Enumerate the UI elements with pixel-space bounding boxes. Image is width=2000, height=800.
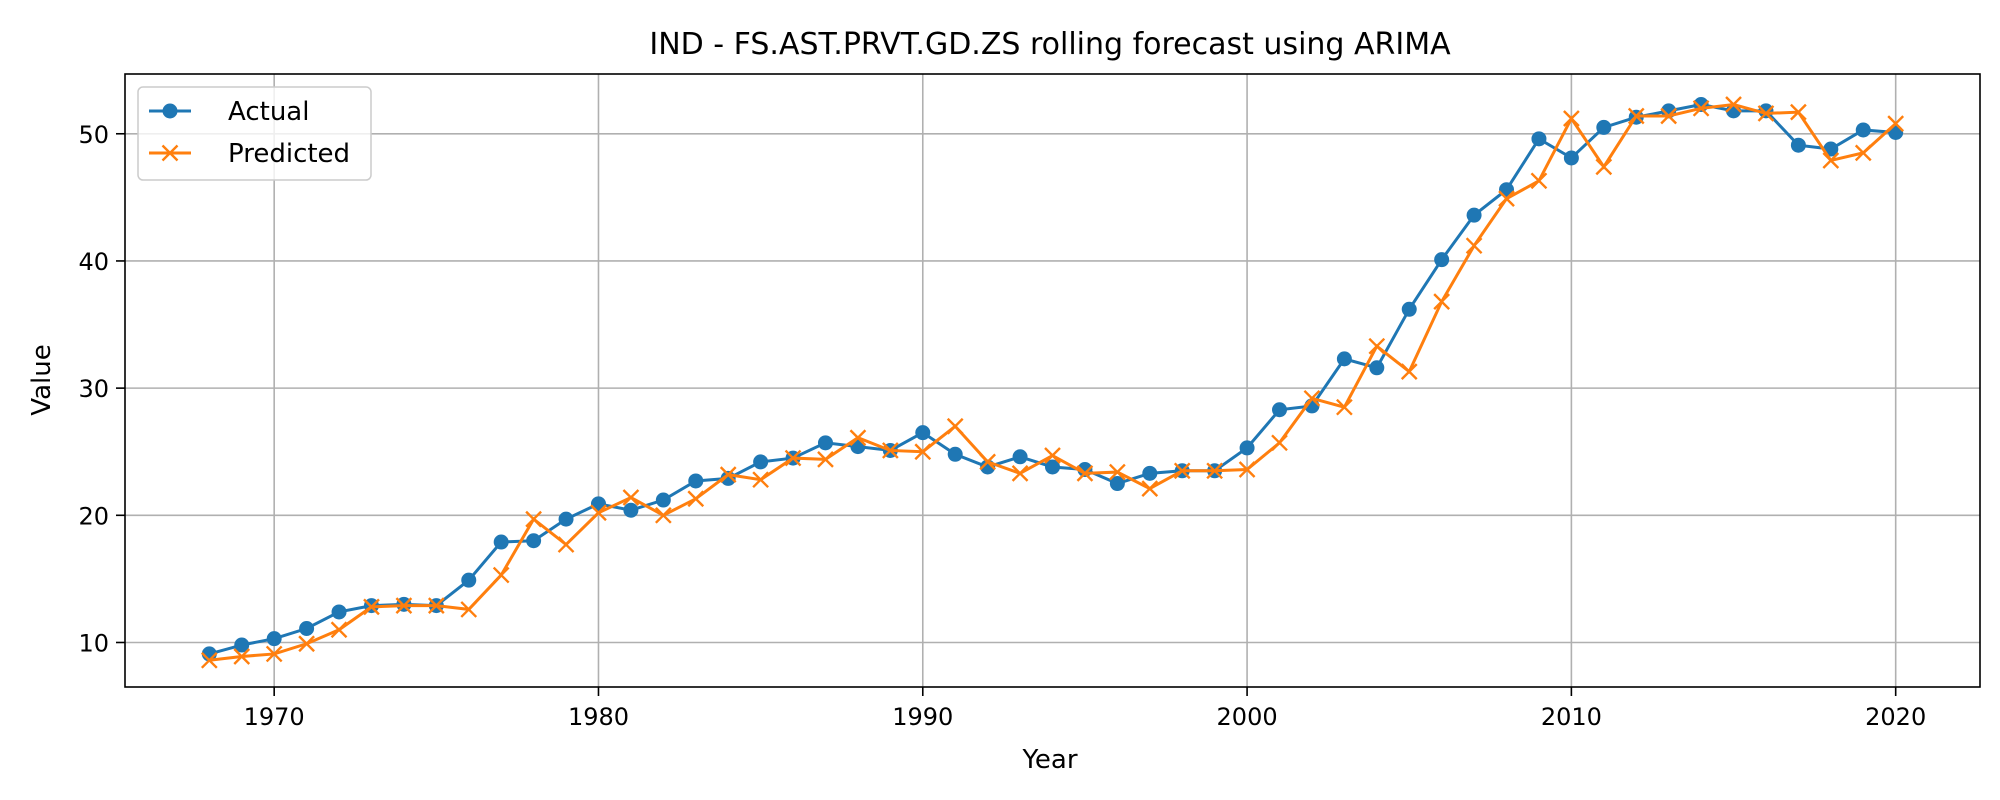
x-tick-label: 2010 bbox=[1541, 703, 1602, 731]
legend-marker-actual bbox=[163, 104, 178, 119]
predicted-point bbox=[948, 419, 963, 434]
actual-series bbox=[202, 97, 1903, 661]
actual-point bbox=[267, 631, 282, 646]
actual-point bbox=[559, 512, 574, 527]
x-tick-label: 2020 bbox=[1865, 703, 1926, 731]
predicted-point bbox=[526, 512, 541, 527]
legend-label-predicted: Predicted bbox=[228, 139, 350, 169]
x-axis-label: Year bbox=[1021, 745, 1077, 775]
predicted-point bbox=[1467, 238, 1482, 253]
x-tick-label: 1970 bbox=[244, 703, 305, 731]
actual-point bbox=[494, 535, 509, 550]
predicted-point bbox=[1434, 294, 1449, 309]
predicted-point bbox=[299, 636, 314, 651]
predicted-point bbox=[1402, 364, 1417, 379]
predicted-point bbox=[332, 622, 347, 637]
actual-point bbox=[623, 503, 638, 518]
predicted-point bbox=[1369, 339, 1384, 354]
actual-point bbox=[1531, 131, 1546, 146]
y-tick-label: 30 bbox=[78, 375, 109, 403]
actual-point bbox=[1240, 440, 1255, 455]
predicted-series bbox=[202, 97, 1903, 668]
y-tick-label: 50 bbox=[78, 121, 109, 149]
actual-point bbox=[1791, 138, 1806, 153]
legend-label-actual: Actual bbox=[228, 97, 309, 127]
predicted-point bbox=[1142, 481, 1157, 496]
predicted-point bbox=[494, 568, 509, 583]
x-tick-label: 1990 bbox=[892, 703, 953, 731]
actual-point bbox=[299, 621, 314, 636]
predicted-point bbox=[1013, 466, 1028, 481]
predicted-point bbox=[1272, 435, 1287, 450]
actual-point bbox=[1467, 208, 1482, 223]
actual-point bbox=[1434, 252, 1449, 267]
y-tick-label: 10 bbox=[78, 629, 109, 657]
actual-point bbox=[1369, 360, 1384, 375]
actual-point bbox=[948, 447, 963, 462]
predicted-point bbox=[688, 491, 703, 506]
actual-line bbox=[209, 105, 1895, 654]
actual-point bbox=[1402, 302, 1417, 317]
actual-point bbox=[656, 493, 671, 508]
y-tick-label: 20 bbox=[78, 502, 109, 530]
series-layer bbox=[202, 97, 1903, 668]
actual-point bbox=[1013, 449, 1028, 464]
y-axis-label: Value bbox=[27, 344, 57, 415]
predicted-point bbox=[559, 537, 574, 552]
x-tick-label: 2000 bbox=[1217, 703, 1278, 731]
x-tick-label: 1980 bbox=[568, 703, 629, 731]
actual-point bbox=[753, 454, 768, 469]
actual-point bbox=[818, 435, 833, 450]
y-tick-label: 40 bbox=[78, 248, 109, 276]
actual-point bbox=[332, 604, 347, 619]
actual-point bbox=[915, 425, 930, 440]
actual-point bbox=[526, 533, 541, 548]
actual-point bbox=[1564, 150, 1579, 165]
actual-point bbox=[1272, 402, 1287, 417]
actual-point bbox=[688, 473, 703, 488]
predicted-point bbox=[1531, 173, 1546, 188]
grid bbox=[125, 74, 1980, 687]
actual-point bbox=[461, 573, 476, 588]
plot-frame bbox=[125, 74, 1980, 687]
actual-point bbox=[1337, 351, 1352, 366]
predicted-point bbox=[1596, 159, 1611, 174]
actual-point bbox=[1856, 122, 1871, 137]
chart-title: IND - FS.AST.PRVT.GD.ZS rolling forecast… bbox=[649, 27, 1451, 62]
actual-point bbox=[1596, 120, 1611, 135]
actual-point bbox=[1142, 466, 1157, 481]
legend: Actual Predicted bbox=[138, 87, 371, 180]
axis-ticks: 1970 1980 1990 2000 2010 2020 10 20 30 40 50 bbox=[78, 121, 1926, 731]
